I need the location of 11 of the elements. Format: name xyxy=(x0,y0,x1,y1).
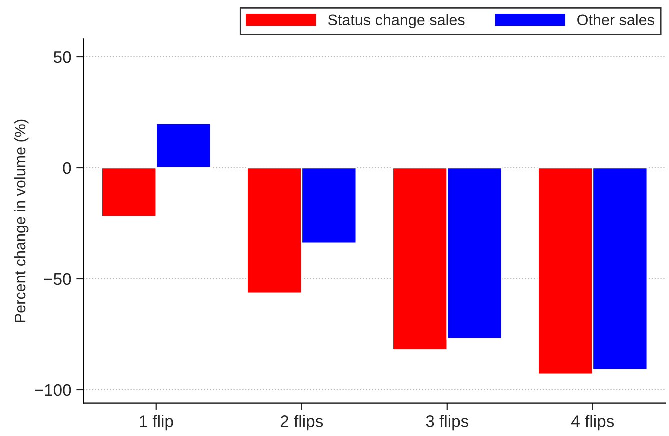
y-axis-title: Percent change in volume (%) xyxy=(14,120,29,322)
y-tick-label: 50 xyxy=(54,51,72,64)
legend-label: Status change sales xyxy=(328,14,465,29)
y-tick-label: −100 xyxy=(35,384,72,396)
legend-label: Other sales xyxy=(578,14,654,26)
x-tick-label: 3 flips xyxy=(426,415,469,431)
y-tick-label: −50 xyxy=(44,273,72,286)
x-tick-label: 1 flip xyxy=(140,415,174,431)
x-tick-label: 2 flips xyxy=(280,415,324,431)
y-tick-label: 0 xyxy=(63,162,72,174)
x-tick-label: 4 flips xyxy=(572,415,614,431)
